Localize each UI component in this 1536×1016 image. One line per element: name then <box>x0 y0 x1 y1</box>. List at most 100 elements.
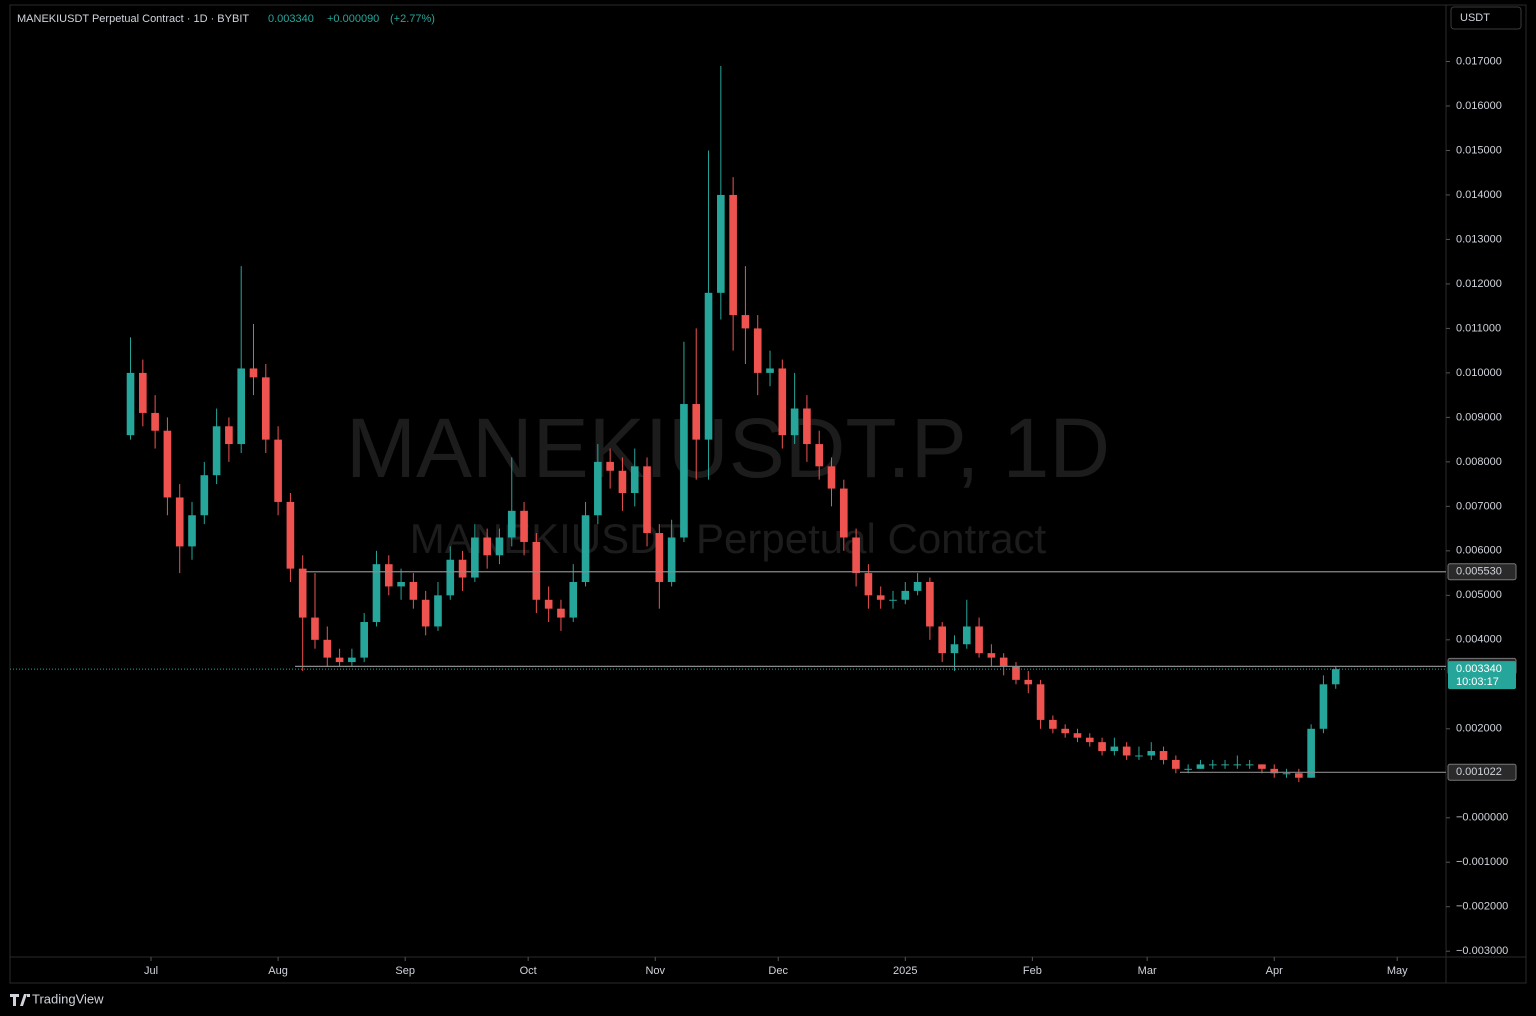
candle-body <box>557 608 565 618</box>
candle-body <box>274 439 282 502</box>
x-tick-label: 2025 <box>893 965 917 977</box>
y-tick-label: 0.014000 <box>1456 189 1502 201</box>
candle-body <box>839 488 848 538</box>
candle-body <box>1049 719 1057 729</box>
candle-body <box>348 657 356 663</box>
brand-name[interactable]: TradingView <box>32 991 104 1006</box>
candle-body <box>643 466 651 534</box>
candle-body <box>1307 728 1315 778</box>
candle-body <box>151 412 159 431</box>
candle-body <box>876 595 885 600</box>
x-tick-label: Sep <box>395 965 415 977</box>
currency-button[interactable] <box>1450 6 1522 30</box>
candle-body <box>729 194 737 316</box>
candle-body <box>446 559 455 596</box>
candle-body <box>1295 773 1303 778</box>
candle-body <box>458 559 467 578</box>
candle-body <box>803 408 811 445</box>
candle-body <box>962 626 971 645</box>
candle-body <box>655 533 664 582</box>
y-tick-label: −0.002000 <box>1456 901 1508 913</box>
candle-body <box>630 466 639 494</box>
candle-body <box>372 564 381 623</box>
candle-body <box>1221 764 1229 766</box>
candle-body <box>913 581 922 591</box>
logo-icon <box>10 994 30 1006</box>
header-change: +0.000090 <box>327 13 379 25</box>
y-tick-label: 0.004000 <box>1456 634 1502 646</box>
candle-body <box>1110 746 1119 752</box>
candle-body <box>950 644 959 654</box>
candle-body <box>1184 768 1192 770</box>
x-tick-label: Dec <box>768 965 788 977</box>
candle-body <box>421 599 430 627</box>
candle-body <box>1258 764 1266 769</box>
header-change-pct: (+2.77%) <box>390 13 435 25</box>
candle-body <box>163 430 172 498</box>
candle-body <box>225 426 233 445</box>
candle-body <box>175 497 184 547</box>
watermark: MANEKIUSDT.P, 1D <box>346 401 1110 495</box>
candle-body <box>667 537 676 582</box>
candle-body <box>249 368 258 378</box>
plot-area <box>126 65 1340 783</box>
candle-body <box>1270 768 1279 774</box>
candle-body <box>1319 684 1328 729</box>
candle-body <box>544 599 553 609</box>
candle-body <box>618 470 627 494</box>
y-tick-label: 0.015000 <box>1456 144 1502 156</box>
candle-body <box>975 626 983 654</box>
candle-body <box>741 315 750 329</box>
candle-body <box>852 537 860 574</box>
last-price-label: 0.003340 <box>1456 663 1502 675</box>
last-price-tag <box>1448 661 1516 690</box>
candle-body <box>286 501 295 569</box>
candle-body <box>704 292 713 440</box>
candle-body <box>606 461 614 471</box>
candle-body <box>495 537 504 556</box>
candle-body <box>397 581 405 587</box>
candle-body <box>507 510 516 538</box>
candle-body <box>569 581 578 618</box>
y-tick-label: 0.008000 <box>1456 456 1502 468</box>
candle-body <box>483 537 491 556</box>
candle-body <box>901 590 910 600</box>
candle-body <box>139 372 147 413</box>
candle-body <box>212 426 221 476</box>
candle-body <box>1245 764 1254 766</box>
candle-body <box>471 537 479 578</box>
candle-body <box>1172 759 1180 769</box>
candle-body <box>237 368 246 445</box>
candle-body <box>1208 764 1217 766</box>
candle-body <box>1159 751 1168 760</box>
candle-body <box>1098 742 1106 752</box>
candle-body <box>680 404 688 538</box>
candle-body <box>532 541 541 600</box>
currency-label[interactable]: USDT <box>1460 12 1490 24</box>
y-tick-label: −0.003000 <box>1456 945 1508 957</box>
candle-body <box>384 564 393 587</box>
candle-body <box>200 475 209 516</box>
candle-body <box>261 377 270 440</box>
candle-body <box>827 466 836 489</box>
y-tick-label: 0.010000 <box>1456 367 1502 379</box>
y-tick-label: 0.017000 <box>1456 55 1502 67</box>
candle-body <box>1073 733 1082 738</box>
candle-body <box>889 599 897 601</box>
candle-body <box>1233 764 1242 766</box>
candle-body <box>311 617 319 640</box>
chart-title[interactable]: MANEKIUSDT Perpetual Contract · 1D · BYB… <box>17 13 249 25</box>
level-tag <box>1447 763 1517 781</box>
candle-body <box>1085 737 1094 743</box>
candle-body <box>1024 679 1033 685</box>
candle-body <box>409 581 418 600</box>
candle-body <box>987 653 996 658</box>
candle-body <box>815 444 824 467</box>
x-tick-label: Feb <box>1023 965 1042 977</box>
brand-logo[interactable]: TradingView <box>10 991 104 1006</box>
y-tick-label: 0.016000 <box>1456 100 1502 112</box>
candle-body <box>298 568 307 618</box>
candle-body <box>594 461 602 516</box>
header-price: 0.003340 <box>268 13 314 25</box>
